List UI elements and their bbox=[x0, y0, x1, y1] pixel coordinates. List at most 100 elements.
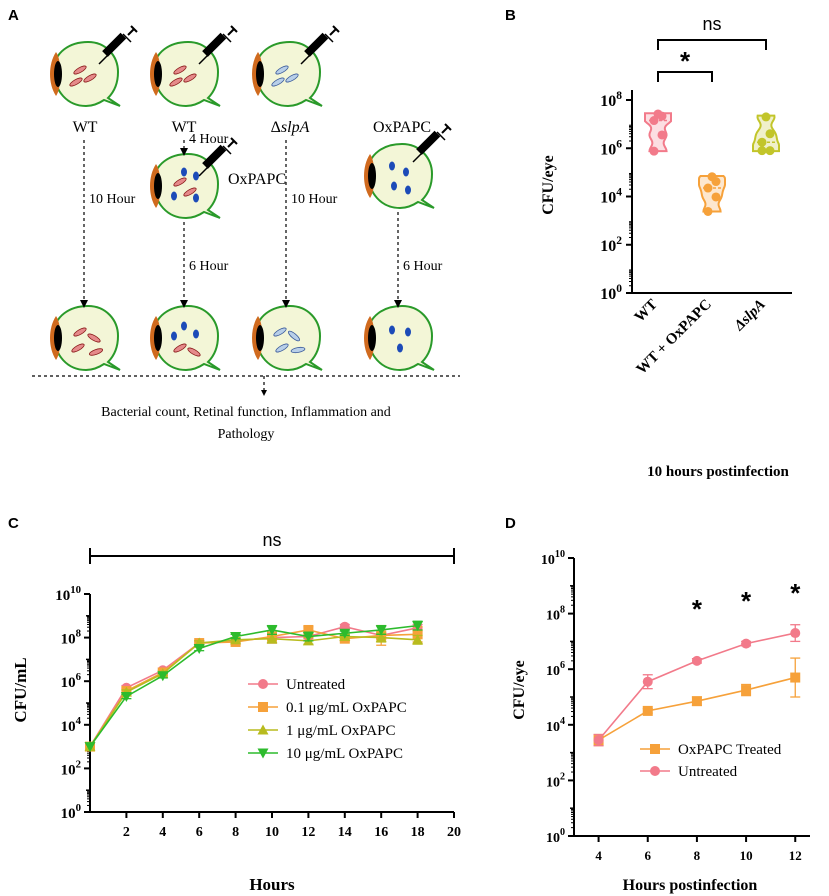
label-10-hour-right: 10 Hour bbox=[291, 192, 338, 207]
panel-letter-a: A bbox=[8, 7, 19, 24]
c-point bbox=[120, 691, 132, 702]
c-y-axis-label: CFU/mL bbox=[11, 657, 30, 722]
c-point bbox=[302, 632, 314, 643]
d-y-tick-label: 100 bbox=[546, 827, 565, 846]
c-y-tick-label: 1010 bbox=[55, 584, 81, 604]
label-oxpapc-top: OxPAPC bbox=[373, 119, 431, 136]
d-x-axis-label: Hours postinfection bbox=[623, 877, 758, 894]
b-marks: ns * bbox=[644, 14, 780, 216]
b-point bbox=[703, 183, 713, 193]
c-series-line-3 bbox=[89, 624, 418, 748]
d-legend-marker bbox=[650, 766, 660, 776]
d-legend-marker bbox=[650, 744, 660, 754]
b-point bbox=[765, 129, 775, 139]
d-sig-star: * bbox=[790, 578, 801, 608]
label-delta-slpa: ΔslpA bbox=[271, 119, 310, 136]
b-x-axis-label: 10 hours postinfection bbox=[647, 464, 789, 480]
d-x-tick-label: 8 bbox=[694, 848, 701, 863]
c-x-tick-label: 4 bbox=[159, 825, 166, 840]
d-point bbox=[642, 676, 653, 687]
line-chart-c: 100 102 104 106 108 1010 2 4 6 8 10 12 14 16 18 20 Untr… bbox=[11, 530, 461, 894]
d-legend-label: Untreated bbox=[678, 764, 738, 780]
c-legend-marker bbox=[258, 702, 268, 712]
d-axes: 100 102 104 106 108 1010 4 6 8 10 12 bbox=[541, 549, 810, 863]
d-marks: OxPAPC Treated Untreated * * * bbox=[593, 578, 801, 780]
c-point bbox=[266, 633, 278, 644]
panel-letter-c: C bbox=[8, 515, 19, 532]
label-wt-2: WT bbox=[172, 119, 197, 136]
d-point bbox=[741, 638, 752, 649]
c-y-tick-label: 108 bbox=[61, 628, 82, 648]
c-legend-label: 1 μg/mL OxPAPC bbox=[286, 723, 395, 739]
label-4-hour: 4 Hour bbox=[189, 132, 229, 147]
b-x-tick-label: WT bbox=[632, 297, 661, 326]
label-10-hour-left: 10 Hour bbox=[89, 192, 136, 207]
schematic-panel: WT WT ΔslpA OxPAPC OxPAPC bbox=[32, 25, 460, 442]
d-x-tick-label: 4 bbox=[595, 848, 602, 863]
d-x-tick-label: 6 bbox=[645, 848, 652, 863]
d-point bbox=[691, 696, 702, 707]
b-y-tick-label: 104 bbox=[600, 187, 622, 207]
c-x-tick-label: 10 bbox=[265, 825, 279, 840]
c-point bbox=[303, 624, 314, 635]
c-x-tick-label: 18 bbox=[411, 825, 425, 840]
b-point bbox=[657, 130, 667, 140]
c-x-tick-label: 8 bbox=[232, 825, 239, 840]
c-point bbox=[230, 632, 242, 643]
c-x-tick-label: 12 bbox=[301, 825, 315, 840]
line-chart-d: 100 102 104 106 108 1010 4 6 8 10 12 OxPAPC Treate… bbox=[511, 549, 810, 894]
c-point bbox=[339, 628, 351, 639]
d-sig-star: * bbox=[692, 594, 703, 624]
c-point bbox=[157, 671, 169, 682]
c-ns-label: ns bbox=[262, 530, 281, 550]
c-x-tick-label: 16 bbox=[374, 825, 388, 840]
b-point bbox=[765, 146, 775, 156]
c-x-tick-label: 14 bbox=[338, 825, 352, 840]
c-point bbox=[375, 625, 387, 636]
d-point bbox=[741, 685, 752, 696]
c-point bbox=[266, 625, 278, 636]
b-text: CFU/eye 10 hours postinfection bbox=[540, 155, 789, 480]
c-point bbox=[193, 644, 205, 654]
d-legend-label: OxPAPC Treated bbox=[678, 742, 782, 758]
c-axes: 100 102 104 106 108 1010 2 4 6 8 10 12 14 16 18 20 bbox=[55, 584, 461, 840]
c-point bbox=[412, 621, 424, 632]
label-wt-1: WT bbox=[73, 119, 98, 136]
c-series-line-2 bbox=[89, 635, 418, 748]
d-y-tick-label: 102 bbox=[546, 771, 565, 790]
b-point bbox=[711, 177, 721, 187]
b-point bbox=[757, 137, 767, 147]
b-sig-star: * bbox=[680, 46, 691, 76]
d-y-tick-label: 1010 bbox=[541, 549, 565, 568]
b-point bbox=[757, 146, 767, 156]
d-y-axis-label: CFU/eye bbox=[511, 660, 528, 720]
c-x-axis-label: Hours bbox=[249, 875, 295, 894]
b-ns-label: ns bbox=[702, 14, 721, 34]
c-point bbox=[412, 634, 424, 645]
b-point bbox=[657, 111, 667, 121]
label-6-hour-mid: 6 Hour bbox=[189, 259, 229, 274]
c-y-tick-label: 100 bbox=[61, 802, 81, 822]
b-y-tick-label: 100 bbox=[600, 283, 622, 303]
d-x-tick-label: 10 bbox=[740, 848, 753, 863]
c-y-tick-label: 104 bbox=[61, 715, 82, 735]
c-point bbox=[375, 632, 387, 643]
b-y-tick-label: 102 bbox=[600, 235, 622, 255]
c-legend-marker bbox=[258, 679, 268, 689]
b-sig-bracket bbox=[657, 71, 713, 82]
label-6-hour-right: 6 Hour bbox=[403, 259, 443, 274]
c-x-tick-label: 20 bbox=[447, 825, 461, 840]
d-y-tick-label: 108 bbox=[546, 605, 565, 624]
c-legend-marker bbox=[257, 748, 269, 759]
c-legend-marker bbox=[257, 724, 269, 735]
c-x-tick-label: 2 bbox=[123, 825, 130, 840]
d-x-tick-label: 12 bbox=[789, 848, 802, 863]
label-oxpapc-mid: OxPAPC bbox=[228, 171, 286, 188]
c-point bbox=[84, 742, 96, 753]
c-legend-label: Untreated bbox=[286, 677, 346, 693]
c-y-tick-label: 102 bbox=[61, 758, 81, 778]
b-y-tick-label: 108 bbox=[600, 90, 622, 110]
panel-letter-d: D bbox=[505, 515, 516, 532]
